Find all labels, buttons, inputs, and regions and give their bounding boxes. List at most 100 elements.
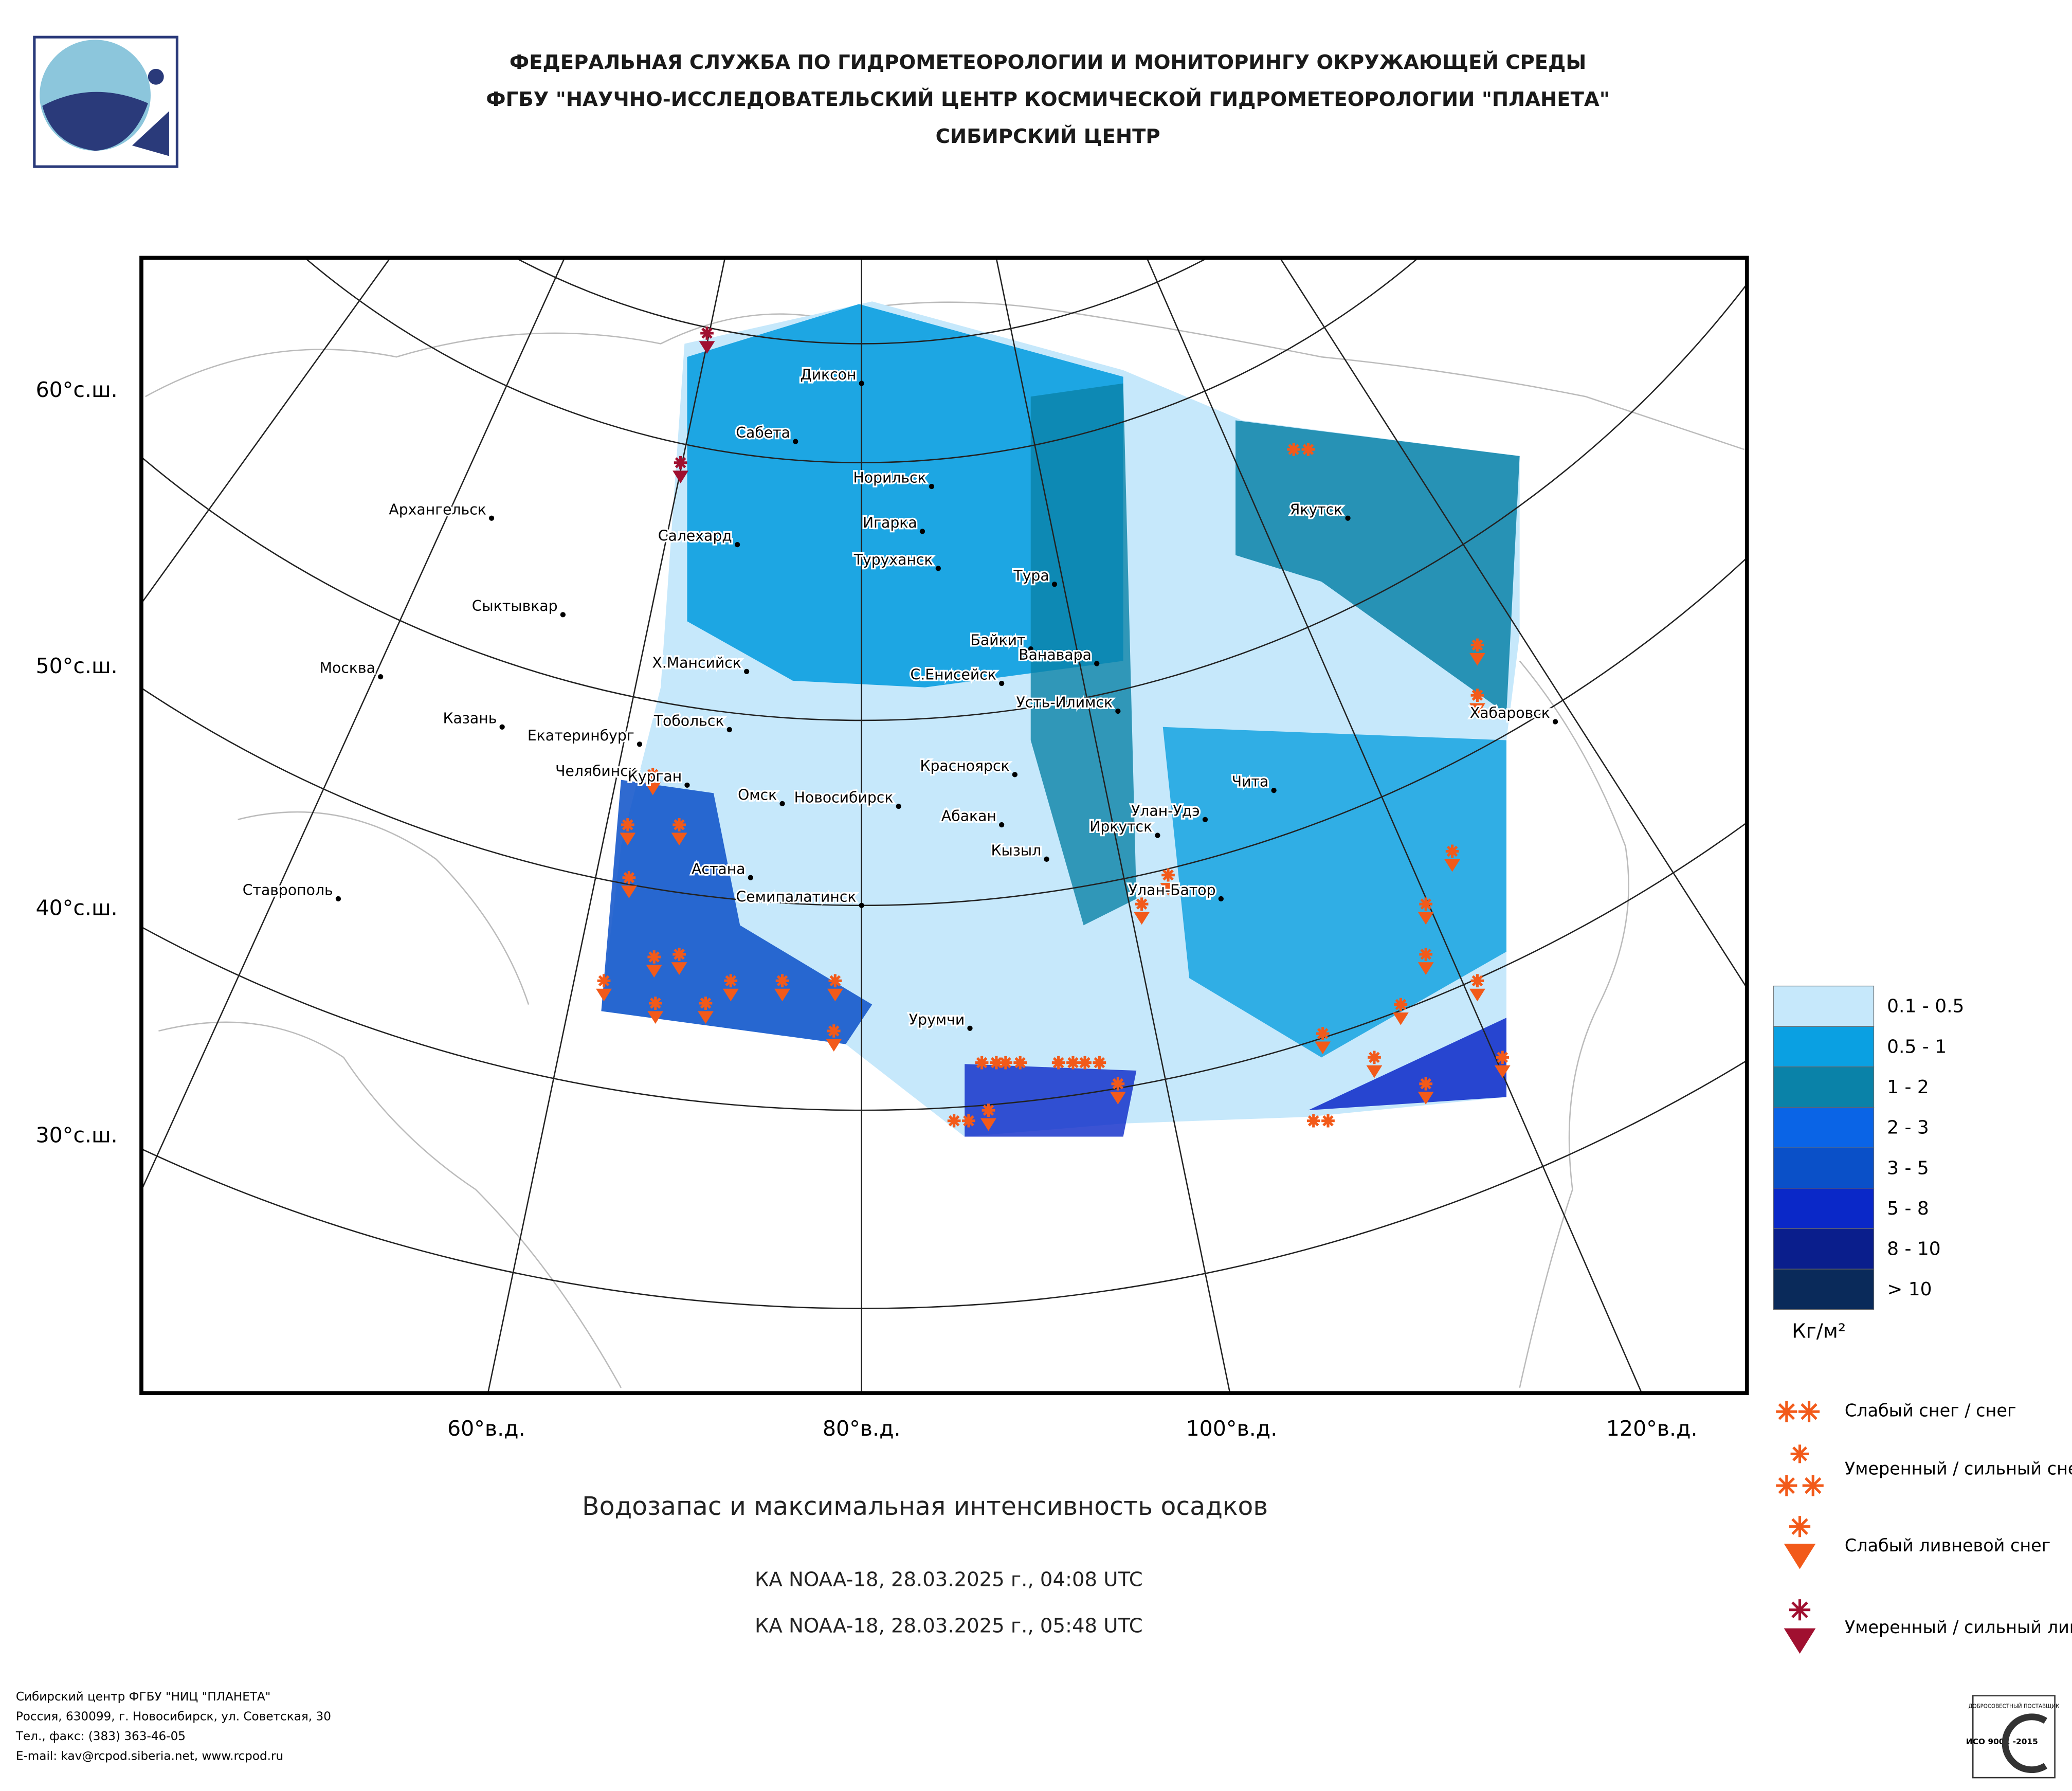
snow-symbol <box>1394 998 1408 1011</box>
snow-symbol <box>1316 1027 1330 1040</box>
map-frame <box>139 256 1749 1396</box>
city-dot <box>999 822 1005 828</box>
shower-symbol <box>1134 912 1150 925</box>
shower-symbol <box>621 885 637 898</box>
city-label: Хабаровск <box>1470 704 1550 721</box>
shower-symbol <box>1469 703 1485 716</box>
snow-symbol <box>828 974 842 988</box>
axes: 60°с.ш. 50°с.ш. 40°с.ш. 30°с.ш. 60°в.д. 80°в.… <box>35 377 1697 1441</box>
shower-symbol <box>596 988 612 1002</box>
snow-symbol <box>1161 868 1175 882</box>
city-dot <box>929 483 935 490</box>
snow-symbol <box>1368 1051 1381 1064</box>
legend-swatch <box>1773 1188 1875 1229</box>
legend-label: 0.5 - 1 <box>1887 1036 1947 1057</box>
symbol-label: Слабый снег / снег <box>1845 1401 2016 1421</box>
snow-symbol <box>962 1114 975 1128</box>
snow-symbol <box>1776 1401 1797 1422</box>
snow-symbol <box>724 974 738 988</box>
snow-symbol <box>1078 1056 1092 1070</box>
shower-symbol <box>1160 883 1176 896</box>
symbol-label: Умеренный / сильный ливневой снег <box>1845 1617 2072 1637</box>
lat-label: 60°с.ш. <box>35 377 117 402</box>
city-dot <box>859 902 864 908</box>
city-label: Сыктывкар <box>472 598 558 614</box>
city-label: Сабета <box>736 424 790 441</box>
legend-label: > 10 <box>1887 1279 1932 1300</box>
lon-label: 120°в.д. <box>1606 1416 1698 1441</box>
shower-symbol <box>774 988 790 1002</box>
city-dot <box>1012 772 1018 777</box>
snow-symbol <box>699 997 713 1010</box>
snow-symbol <box>1776 1475 1797 1496</box>
shower-symbol <box>671 962 687 975</box>
shower-symbol <box>827 988 843 1002</box>
city-dot <box>779 801 785 807</box>
legend-label: 1 - 2 <box>1887 1077 1929 1098</box>
city-label: Улан-Батор <box>1129 882 1216 899</box>
city-dot <box>488 515 495 521</box>
legend-swatch <box>1773 1147 1875 1189</box>
city-label: Диксон <box>801 366 857 383</box>
legend-swatch <box>1773 1107 1875 1148</box>
snow-symbol <box>1093 1056 1106 1070</box>
iso-badge: ДОБРОСОВЕСТНЫЙ ПОСТАВЩИК ИСО 9001 -2015 <box>1966 1695 2060 1779</box>
snow-symbol <box>1013 1056 1027 1070</box>
shower-symbol <box>722 988 739 1002</box>
shower-symbol <box>699 341 715 354</box>
map-area: Диксон Сабета Норильск Игарка Туруханск Салех… <box>141 258 1747 1394</box>
shower-symbol <box>1494 1065 1511 1078</box>
city-label: Москва <box>320 660 375 677</box>
snow-symbol <box>673 948 686 961</box>
shower-symbol <box>671 833 687 846</box>
city-label: Тура <box>1013 567 1049 584</box>
snow-symbol <box>1419 1077 1433 1091</box>
city-dot <box>335 896 341 902</box>
coastlines <box>145 301 1745 1388</box>
snow-symbol <box>1798 1401 1820 1422</box>
city-label: Новосибирск <box>794 789 894 806</box>
symbol-label: Слабый ливневой снег <box>1845 1535 2050 1555</box>
snow-symbol <box>999 1056 1012 1070</box>
city-label: Чита <box>1232 773 1269 790</box>
footer-line: Сибирский центр ФГБУ "НИЦ "ПЛАНЕТА" <box>16 1690 271 1704</box>
city-label: Якутск <box>1290 501 1343 518</box>
snow-symbol <box>1470 689 1484 702</box>
shower-symbol <box>645 782 661 795</box>
city-label: Салехард <box>658 528 732 545</box>
city-label: Байкит <box>970 632 1025 649</box>
snow-symbol <box>975 1056 989 1070</box>
legend: 0.1 - 0.5 0.5 - 1 1 - 2 2 - 3 3 - 5 5 - 8 8 - … <box>1773 985 2072 1654</box>
city-label: Красноярск <box>920 757 1009 774</box>
snow-symbol <box>1301 443 1315 456</box>
header-branch: СИБИРСКИЙ ЦЕНТР <box>936 124 1160 148</box>
precip-symbols <box>596 327 1511 1131</box>
snow-symbol <box>1789 1516 1811 1537</box>
cities: Диксон Сабета Норильск Игарка Туруханск Салех… <box>241 365 1558 1031</box>
snow-symbol <box>1445 844 1459 858</box>
shower-symbol <box>1444 859 1461 872</box>
snow-symbol <box>597 974 611 988</box>
shower-symbol <box>980 1118 996 1131</box>
snow-symbol <box>622 871 636 884</box>
city-dot <box>726 727 732 733</box>
city-dot <box>637 741 643 747</box>
lon-label: 80°в.д. <box>823 1416 901 1441</box>
city-dot <box>1155 833 1160 838</box>
pass: КА NOAA-18, 28.03.2025 г., 04:08 UTC <box>755 1568 1143 1591</box>
lon-label: 60°в.д. <box>447 1416 525 1441</box>
shower-symbol <box>1366 1065 1383 1078</box>
snow-symbol <box>1135 897 1149 911</box>
snow-symbol <box>1111 1077 1125 1091</box>
legend-swatch <box>1773 1228 1875 1270</box>
city-label: Семипалатинск <box>736 888 857 905</box>
city-dot <box>999 680 1005 686</box>
city-dot <box>1552 719 1558 725</box>
lat-label: 30°с.ш. <box>35 1123 117 1148</box>
city-label: Астана <box>692 860 745 877</box>
snow-symbol <box>1470 974 1484 988</box>
legend-unit: Кг/м² <box>1792 1319 1846 1343</box>
city-label: С.Енисейск <box>911 666 996 683</box>
snow-symbol <box>990 1056 1003 1070</box>
city-dot <box>735 541 740 548</box>
